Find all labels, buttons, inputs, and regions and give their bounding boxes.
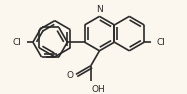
- Text: N: N: [96, 5, 103, 14]
- Text: Cl: Cl: [156, 38, 165, 47]
- Text: Cl: Cl: [12, 38, 21, 47]
- Text: OH: OH: [92, 85, 105, 94]
- Text: O: O: [66, 71, 73, 80]
